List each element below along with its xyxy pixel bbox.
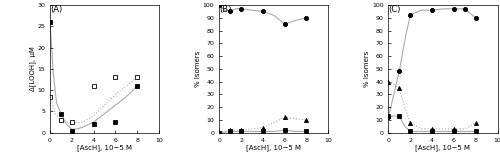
Y-axis label: Δ[LOOH], μM: Δ[LOOH], μM [29,46,36,91]
Text: (A): (A) [50,5,62,14]
X-axis label: [AscH], 10−5 M: [AscH], 10−5 M [77,144,132,151]
Text: (B): (B) [219,5,232,14]
Text: (C): (C) [388,5,400,14]
Y-axis label: % Isomers: % Isomers [364,51,370,87]
Y-axis label: % Isomers: % Isomers [196,51,202,87]
X-axis label: [AscH], 10−5 M: [AscH], 10−5 M [246,144,302,151]
X-axis label: [AscH], 10−5 M: [AscH], 10−5 M [416,144,470,151]
